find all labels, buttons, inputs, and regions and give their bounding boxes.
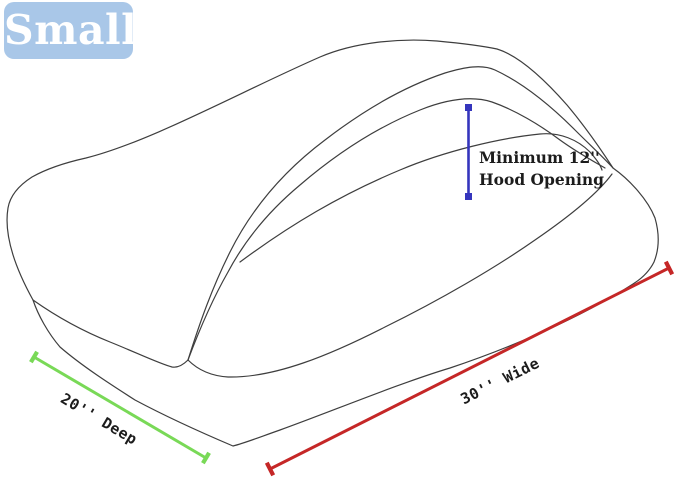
width-dimension-line: [269, 266, 670, 471]
hood-opening-label-line2: Hood Opening: [479, 169, 605, 189]
bed-outline: [6, 39, 659, 447]
left-face-seam: [32, 299, 189, 368]
size-badge: Small: [4, 2, 137, 59]
hood-opening-label: Minimum 12'' Hood Opening: [479, 147, 604, 190]
width-dimension-cap-right: [663, 260, 675, 276]
width-dimension: [264, 260, 675, 477]
hood-opening-dimension: [465, 104, 472, 200]
depth-dimension: [29, 350, 211, 465]
hood-opening-endpoint-bottom: [465, 193, 472, 200]
depth-dimension-cap-bottom: [201, 451, 211, 465]
width-dimension-cap-left: [264, 461, 276, 477]
depth-dimension-line: [33, 355, 207, 460]
hood-front-edge-outer: [187, 66, 614, 361]
hood-opening-endpoint-top: [465, 104, 472, 111]
hood-opening-rim: [239, 133, 603, 263]
hood-opening-label-line1: Minimum 12'': [479, 148, 600, 167]
depth-dimension-cap-top: [29, 350, 39, 364]
cushion-deck-seam: [187, 173, 613, 378]
hood-front-edge-inner: [187, 98, 606, 361]
